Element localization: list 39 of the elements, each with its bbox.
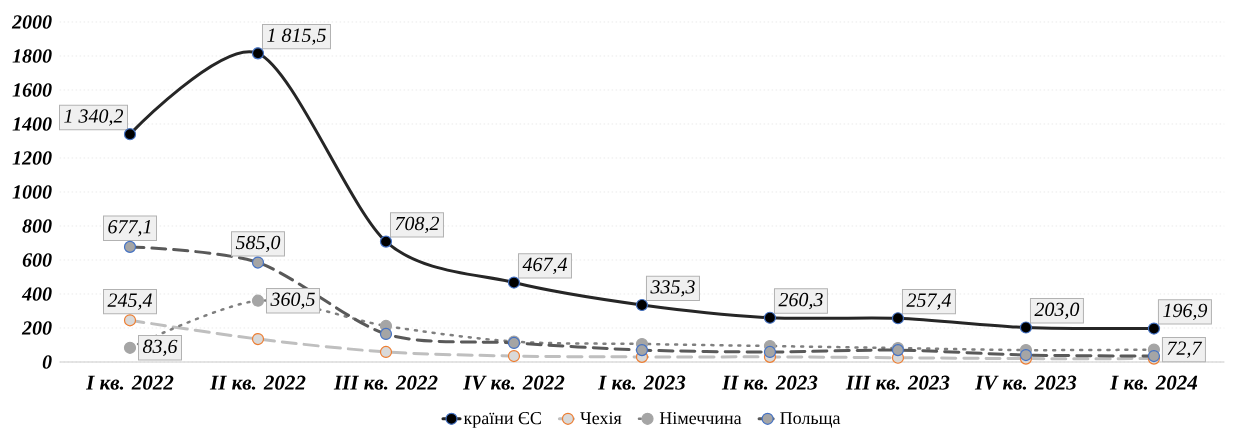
data-label: 83,6: [142, 339, 178, 356]
y-tick-label: 200: [21, 321, 52, 335]
data-label: 196,9: [1163, 303, 1208, 321]
data-label: 72,7: [1167, 341, 1203, 358]
y-tick-label: 1400: [12, 117, 52, 131]
data-label: 1 815,5: [267, 28, 326, 45]
data-label: 335,3: [650, 280, 695, 297]
legend-label: Чехія: [580, 412, 622, 425]
x-tick-label: IV кв. 2023: [974, 375, 1077, 390]
x-tick-label: I кв. 2022: [85, 375, 174, 390]
y-tick-label: 800: [22, 219, 52, 233]
y-tick-label: 1600: [12, 83, 52, 97]
data-label: 1 340,2: [64, 109, 124, 126]
x-tick-label: I кв. 2023: [597, 375, 686, 390]
data-label: 245,4: [107, 293, 153, 310]
y-tick-label: 400: [21, 287, 52, 301]
y-tick-label: 2000: [11, 15, 52, 29]
data-label: 585,0: [235, 235, 281, 253]
y-tick-label: 1000: [12, 185, 52, 199]
data-label: 257,4: [906, 293, 951, 310]
x-tick-label: II кв. 2022: [209, 375, 306, 390]
y-tick-label: 1800: [12, 49, 52, 63]
legend-label: Німеччина: [659, 412, 742, 425]
legend-label: країни ЄС: [463, 412, 541, 428]
data-label: 708,2: [395, 216, 440, 234]
data-label: 467,4: [522, 257, 568, 275]
y-tick-label: 1200: [12, 151, 52, 165]
data-label: 203,0: [1034, 302, 1080, 319]
x-tick-label: III кв. 2023: [845, 375, 950, 390]
x-tick-label: II кв. 2023: [721, 375, 818, 390]
data-label: 360,5: [270, 292, 315, 309]
legend-label: Польща: [780, 412, 841, 428]
x-tick-label: I кв. 2024: [1109, 375, 1198, 390]
x-tick-label: III кв. 2022: [333, 375, 438, 390]
x-tick-label: IV кв. 2022: [462, 375, 565, 390]
y-tick-label: 0: [42, 355, 52, 369]
data-label: 677,1: [108, 220, 151, 237]
y-tick-label: 600: [22, 253, 52, 267]
data-label: 260,3: [778, 292, 823, 310]
